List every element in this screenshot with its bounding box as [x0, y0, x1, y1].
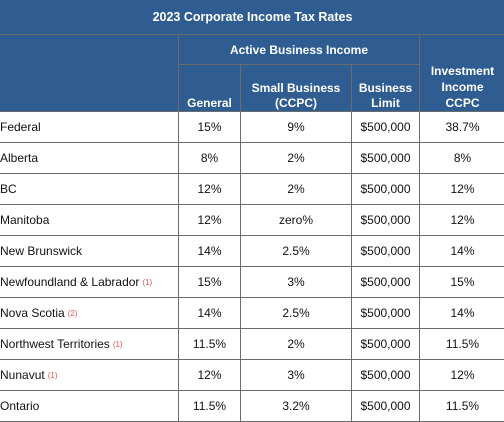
small-business-rate-cell: 3% — [241, 360, 352, 391]
business-limit-cell: $500,000 — [352, 267, 420, 298]
jurisdiction-name: Northwest Territories — [0, 337, 110, 351]
business-limit-cell: $500,000 — [352, 143, 420, 174]
jurisdiction-header — [0, 35, 179, 112]
business-limit-header-line-1: Business — [352, 81, 419, 96]
small-business-rate-cell: 2% — [241, 329, 352, 360]
general-rate-cell: 14% — [179, 236, 241, 267]
business-limit-cell: $500,000 — [352, 174, 420, 205]
jurisdiction-cell: New Brunswick — [0, 236, 179, 267]
general-rate-cell: 12% — [179, 174, 241, 205]
small-business-rate-cell: 2.5% — [241, 298, 352, 329]
jurisdiction-cell: Nova Scotia(2) — [0, 298, 179, 329]
business-limit-cell: $500,000 — [352, 391, 420, 422]
general-rate-cell: 14% — [179, 298, 241, 329]
investment-income-rate-cell: 14% — [420, 298, 504, 329]
general-rate-cell: 8% — [179, 143, 241, 174]
small-business-header-line-1: Small Business — [241, 81, 351, 96]
jurisdiction-name: Ontario — [0, 399, 39, 413]
investment-income-rate-cell: 38.7% — [420, 112, 504, 143]
business-limit-cell: $500,000 — [352, 236, 420, 267]
small-business-header-line-2: (CCPC) — [241, 96, 351, 111]
small-business-rate-cell: 2.5% — [241, 236, 352, 267]
investment-income-rate-cell: 14% — [420, 236, 504, 267]
investment-income-rate-cell: 8% — [420, 143, 504, 174]
footnote-marker: (1) — [113, 340, 123, 349]
business-limit-cell: $500,000 — [352, 360, 420, 391]
jurisdiction-name: BC — [0, 182, 17, 196]
investment-income-header: Investment Income CCPC — [420, 35, 504, 112]
jurisdiction-cell: BC — [0, 174, 179, 205]
general-rate-cell: 11.5% — [179, 329, 241, 360]
jurisdiction-cell: Manitoba — [0, 205, 179, 236]
business-limit-cell: $500,000 — [352, 205, 420, 236]
investment-income-rate-cell: 11.5% — [420, 391, 504, 422]
general-rate-cell: 12% — [179, 205, 241, 236]
business-limit-cell: $500,000 — [352, 329, 420, 360]
investment-income-rate-cell: 15% — [420, 267, 504, 298]
small-business-rate-cell: 3% — [241, 267, 352, 298]
jurisdiction-cell: Alberta — [0, 143, 179, 174]
jurisdiction-name: Alberta — [0, 151, 38, 165]
general-rate-cell: 11.5% — [179, 391, 241, 422]
jurisdiction-name: New Brunswick — [0, 244, 82, 258]
small-business-rate-cell: 2% — [241, 174, 352, 205]
group-header-row: Active Business Income Investment Income… — [0, 35, 504, 65]
small-business-rate-cell: 9% — [241, 112, 352, 143]
footnote-marker: (2) — [68, 309, 78, 318]
business-limit-cell: $500,000 — [352, 298, 420, 329]
footnote-marker: (1) — [142, 278, 152, 287]
general-rate-cell: 12% — [179, 360, 241, 391]
general-header-label: General — [179, 96, 240, 111]
business-limit-header-line-2: Limit — [352, 96, 419, 111]
general-header: General — [179, 65, 241, 112]
title-row: 2023 Corporate Income Tax Rates — [0, 0, 504, 35]
footnote-marker: (1) — [48, 371, 58, 380]
jurisdiction-cell: Federal — [0, 112, 179, 143]
investment-header-line-2: Income — [420, 79, 504, 95]
jurisdiction-cell: Ontario — [0, 391, 179, 422]
general-rate-cell: 15% — [179, 267, 241, 298]
investment-header-line-1: Investment — [420, 63, 504, 79]
jurisdiction-cell: Nunavut(1) — [0, 360, 179, 391]
table-title: 2023 Corporate Income Tax Rates — [0, 0, 504, 35]
general-rate-cell: 15% — [179, 112, 241, 143]
investment-income-rate-cell: 12% — [420, 360, 504, 391]
small-business-rate-cell: 3.2% — [241, 391, 352, 422]
investment-income-rate-cell: 11.5% — [420, 329, 504, 360]
jurisdiction-cell: Northwest Territories(1) — [0, 329, 179, 360]
jurisdiction-name: Newfoundland & Labrador — [0, 275, 139, 289]
small-business-rate-cell: 2% — [241, 143, 352, 174]
investment-income-rate-cell: 12% — [420, 205, 504, 236]
jurisdiction-name: Federal — [0, 120, 41, 134]
investment-income-rate-cell: 12% — [420, 174, 504, 205]
investment-header-line-3: CCPC — [420, 95, 504, 111]
jurisdiction-name: Nunavut — [0, 368, 45, 382]
jurisdiction-cell: Newfoundland & Labrador(1) — [0, 267, 179, 298]
business-limit-cell: $500,000 — [352, 112, 420, 143]
small-business-header: Small Business (CCPC) — [241, 65, 352, 112]
active-business-income-header: Active Business Income — [179, 35, 420, 65]
jurisdiction-name: Nova Scotia — [0, 306, 65, 320]
business-limit-header: Business Limit — [352, 65, 420, 112]
jurisdiction-name: Manitoba — [0, 213, 49, 227]
small-business-rate-cell: zero% — [241, 205, 352, 236]
